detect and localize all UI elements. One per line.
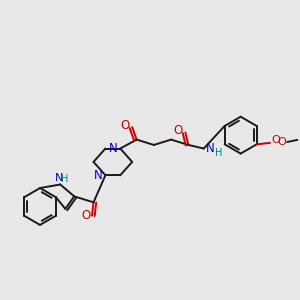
Text: H: H (215, 148, 223, 158)
Text: H: H (61, 174, 68, 184)
Text: N: N (109, 142, 117, 155)
Text: N: N (94, 169, 102, 182)
Text: N: N (55, 173, 63, 183)
Text: O: O (272, 135, 280, 145)
Text: O: O (120, 119, 130, 132)
Text: O: O (81, 209, 90, 222)
Text: O: O (174, 124, 183, 137)
Text: O: O (278, 137, 286, 147)
Text: N: N (206, 142, 215, 155)
